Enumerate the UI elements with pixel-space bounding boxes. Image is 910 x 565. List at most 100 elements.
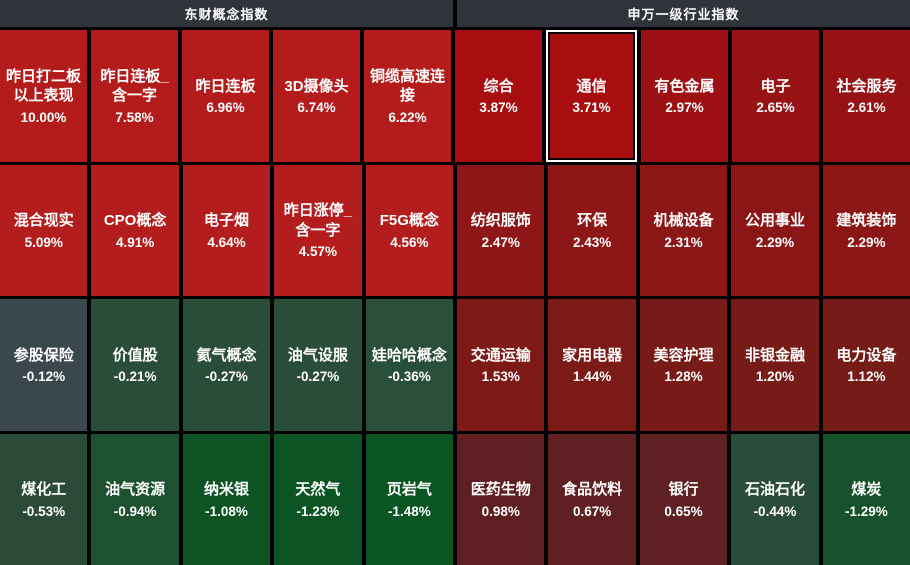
tile-name: 非银金融 [744,346,805,364]
tile-change: 2.97% [665,100,704,115]
tile-name: 参股保险 [13,346,74,364]
sector-tile[interactable]: CPO概念 4.91% [91,164,179,296]
sector-tile[interactable]: 机械设备 2.31% [639,164,728,296]
sector-tile[interactable]: 油气设服 -0.27% [274,299,362,431]
sector-tile[interactable]: 交通运输 1.53% [457,299,545,431]
sector-tile[interactable]: 家用电器 1.44% [548,299,636,431]
tile-name: 煤炭 [851,481,882,498]
sector-tile[interactable]: 石油石化 -0.44% [731,433,819,565]
tile-change: -0.94% [113,503,157,519]
tile-name: F5G概念 [379,212,439,229]
tile-name: 混合现实 [13,212,74,229]
sector-tile[interactable]: 通信 3.71% [546,30,637,162]
tile-name: 昨日连板 [195,77,256,95]
tile-change: -0.44% [753,503,797,519]
section-header-row: 东财概念指数 申万一级行业指数 [0,0,910,27]
tile-change: 0.67% [573,503,612,519]
tile-change: 2.65% [756,100,795,115]
tile-change: -1.08% [205,503,248,519]
tile-name: 昨日涨停_含一字 [283,202,353,239]
tile-name: 纺织服饰 [470,212,531,229]
sector-tile[interactable]: 建筑装饰 2.29% [822,164,910,296]
sector-tile[interactable]: 3D摄像头 6.74% [273,30,360,162]
sector-tile[interactable]: 纳米银 -1.08% [182,433,271,565]
tile-name: 银行 [668,481,699,498]
tile-change: -0.21% [113,369,157,384]
tile-change: 4.64% [207,234,246,250]
sector-tile[interactable]: 铜缆高速连接 6.22% [364,30,451,162]
sector-tile[interactable]: 医药生物 0.98% [457,433,545,565]
tile-name: 有色金属 [654,77,715,95]
section-header-concept-indices: 东财概念指数 [0,0,453,27]
sector-tile[interactable]: 电子烟 4.64% [182,164,271,296]
sector-tile[interactable]: 美容护理 1.28% [639,299,728,431]
sector-tile[interactable]: 氦气概念 -0.27% [182,299,271,431]
tile-change: -0.53% [22,503,66,519]
sector-tile[interactable]: 公用事业 2.29% [731,164,819,296]
tile-name: 美容护理 [653,346,714,364]
sector-tile[interactable]: 纺织服饰 2.47% [457,164,545,296]
sector-tile[interactable]: 环保 2.43% [548,164,636,296]
sector-tile[interactable]: 参股保险 -0.12% [0,299,88,431]
tile-change: 2.29% [847,234,886,250]
heatmap-row: 昨日打二板以上表现 10.00% 昨日连板_含一字 7.58% 昨日连板 6.9… [0,30,910,162]
tile-name: CPO概念 [103,212,167,229]
sector-tile[interactable]: 电子 2.65% [732,30,819,162]
tile-name: 页岩气 [386,481,432,498]
tile-name: 煤化工 [21,481,67,498]
sector-tile[interactable]: 煤化工 -0.53% [0,433,88,565]
tile-name: 纳米银 [204,481,250,498]
sector-tile[interactable]: 非银金融 1.20% [731,299,819,431]
tile-change: -0.27% [205,369,248,384]
sector-tile[interactable]: 昨日连板 6.96% [182,30,269,162]
tile-change: 0.98% [481,503,520,519]
sector-tile[interactable]: 油气资源 -0.94% [91,433,179,565]
tile-name: 昨日连板_含一字 [100,67,169,105]
tile-name: 建筑装饰 [836,212,897,229]
tile-change: 1.44% [573,369,612,384]
tile-change: -0.27% [296,369,340,384]
sector-tile[interactable]: 煤炭 -1.29% [822,433,910,565]
tile-change: -1.48% [387,503,431,519]
tile-name: 公用事业 [744,212,805,229]
tile-name: 电子烟 [204,212,250,229]
tile-name: 氦气概念 [196,346,257,364]
sector-tile[interactable]: 综合 3.87% [455,30,542,162]
sector-tile[interactable]: 食品饮料 0.67% [548,433,636,565]
tile-name: 交通运输 [470,346,531,364]
tile-name: 综合 [483,77,514,95]
sector-tile[interactable]: 页岩气 -1.48% [365,433,454,565]
tile-change: 1.20% [755,369,795,384]
sector-tile[interactable]: 有色金属 2.97% [641,30,728,162]
tile-change: 1.12% [847,369,886,384]
tile-change: 7.58% [115,109,154,125]
sector-tile[interactable]: 电力设备 1.12% [822,299,910,431]
tile-change: 6.22% [388,109,427,125]
sector-tile[interactable]: F5G概念 4.56% [365,164,454,296]
tile-name: 通信 [576,77,607,95]
sector-tile[interactable]: 价值股 -0.21% [91,299,179,431]
sector-tile[interactable]: 昨日打二板以上表现 10.00% [0,30,87,162]
sector-tile[interactable]: 昨日涨停_含一字 4.57% [274,164,362,296]
sector-tile[interactable]: 社会服务 2.61% [823,30,910,162]
tile-name: 食品饮料 [562,481,623,498]
sector-tile[interactable]: 银行 0.65% [639,433,728,565]
sector-tile[interactable]: 昨日连板_含一字 7.58% [91,30,178,162]
tile-name: 电力设备 [836,346,897,364]
tile-change: -1.29% [844,503,888,519]
sector-tile[interactable]: 混合现实 5.09% [0,164,88,296]
tile-name: 油气设服 [287,346,348,364]
heatmap-row: 混合现实 5.09% CPO概念 4.91% 电子烟 4.64% 昨日涨停_含一… [0,164,910,296]
sector-tile[interactable]: 娃哈哈概念 -0.36% [365,299,454,431]
tile-name: 天然气 [295,481,341,498]
tile-name: 环保 [577,212,608,229]
tile-name: 机械设备 [653,212,714,229]
sector-tile[interactable]: 天然气 -1.23% [274,433,362,565]
tile-name: 油气资源 [105,481,166,498]
tile-change: 1.28% [664,369,703,384]
tile-name: 家用电器 [562,346,623,364]
tile-name: 铜缆高速连接 [369,67,445,105]
tile-change: 3.87% [479,100,518,115]
tile-name: 3D摄像头 [284,77,349,95]
